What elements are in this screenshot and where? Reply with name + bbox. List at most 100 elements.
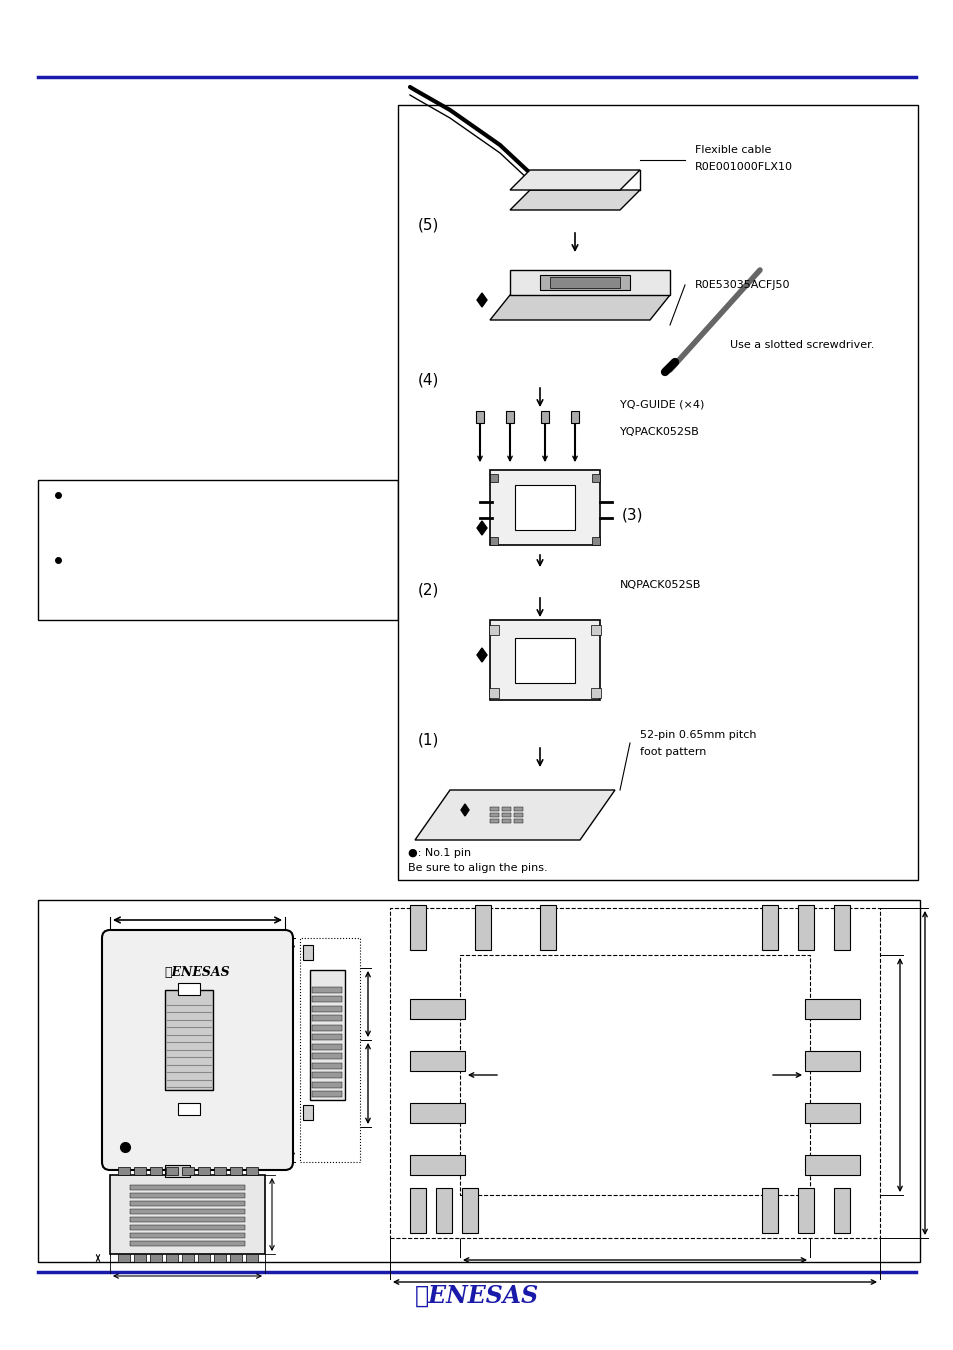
Bar	[312, 1081, 341, 1088]
Bar	[178, 1103, 200, 1115]
Bar	[797, 1188, 813, 1233]
Polygon shape	[460, 805, 469, 815]
Text: R0E53035ACFJ50: R0E53035ACFJ50	[695, 279, 790, 290]
Text: (3): (3)	[621, 508, 643, 522]
Bar	[505, 410, 514, 423]
Bar	[312, 1006, 341, 1011]
Bar	[833, 1188, 849, 1233]
FancyBboxPatch shape	[102, 930, 293, 1170]
Text: Be sure to align the pins.: Be sure to align the pins.	[408, 863, 547, 873]
Bar	[410, 904, 426, 950]
Polygon shape	[550, 277, 619, 288]
Bar	[515, 485, 575, 531]
Polygon shape	[539, 275, 629, 290]
Text: (4): (4)	[417, 373, 439, 387]
Bar	[299, 938, 359, 1162]
Bar	[312, 1062, 341, 1068]
Bar	[198, 1254, 210, 1262]
Bar	[490, 807, 498, 811]
Bar	[571, 410, 578, 423]
Bar	[165, 1165, 190, 1177]
Polygon shape	[476, 293, 486, 306]
Bar	[133, 1166, 146, 1174]
Bar	[213, 1166, 226, 1174]
Bar	[515, 639, 575, 683]
Bar	[489, 688, 498, 698]
Bar	[514, 819, 522, 823]
Bar	[312, 1025, 341, 1030]
Text: foot pattern: foot pattern	[639, 747, 705, 757]
Bar	[514, 813, 522, 817]
Polygon shape	[510, 170, 639, 190]
Bar	[118, 1166, 130, 1174]
Bar	[303, 1106, 313, 1120]
Bar	[514, 807, 522, 811]
Bar	[246, 1254, 257, 1262]
Bar	[182, 1166, 193, 1174]
Bar	[246, 1166, 257, 1174]
Bar	[310, 971, 345, 1100]
Text: 52-pin 0.65mm pitch: 52-pin 0.65mm pitch	[639, 730, 756, 740]
Text: ℜENESAS: ℜENESAS	[165, 967, 230, 980]
Bar	[475, 904, 491, 950]
Bar	[833, 904, 849, 950]
Bar	[804, 1052, 859, 1071]
Bar	[213, 1254, 226, 1262]
Bar	[165, 990, 213, 1089]
Polygon shape	[476, 648, 486, 662]
Bar	[590, 688, 600, 698]
Bar	[804, 1103, 859, 1123]
Text: Flexible cable: Flexible cable	[695, 144, 771, 155]
Bar	[312, 1015, 341, 1021]
Bar	[166, 1166, 178, 1174]
Bar	[130, 1224, 245, 1230]
Text: YQ-GUIDE (×4): YQ-GUIDE (×4)	[619, 400, 703, 410]
Bar	[539, 904, 556, 950]
Bar	[312, 1044, 341, 1049]
Bar	[804, 1156, 859, 1174]
Bar	[410, 999, 464, 1019]
Bar	[410, 1052, 464, 1071]
Bar	[312, 987, 341, 992]
Bar	[797, 904, 813, 950]
Bar	[761, 904, 778, 950]
Bar	[501, 807, 511, 811]
Bar	[490, 813, 498, 817]
Bar	[118, 1254, 130, 1262]
Bar	[490, 474, 497, 482]
Text: NQPACK052SB: NQPACK052SB	[619, 580, 700, 590]
Bar	[489, 625, 498, 634]
Bar	[230, 1166, 242, 1174]
Polygon shape	[476, 521, 486, 535]
Bar	[490, 470, 599, 545]
Bar	[130, 1216, 245, 1222]
Bar	[501, 813, 511, 817]
Bar	[461, 1188, 477, 1233]
Bar	[459, 954, 809, 1195]
Bar	[390, 909, 879, 1238]
Text: YQPACK052SB: YQPACK052SB	[619, 427, 699, 437]
Text: ●: No.1 pin: ●: No.1 pin	[408, 848, 471, 859]
Bar	[110, 1174, 265, 1254]
Bar	[38, 481, 397, 620]
Bar	[540, 410, 548, 423]
Bar	[130, 1202, 245, 1206]
Bar	[130, 1233, 245, 1238]
Bar	[490, 819, 498, 823]
Bar	[410, 1103, 464, 1123]
Text: (5): (5)	[417, 217, 439, 232]
Bar	[303, 945, 313, 960]
Bar	[130, 1185, 245, 1189]
Bar	[761, 1188, 778, 1233]
Text: (2): (2)	[417, 582, 439, 598]
Bar	[592, 537, 599, 545]
Bar	[198, 1166, 210, 1174]
Bar	[312, 1072, 341, 1079]
Bar	[312, 1034, 341, 1040]
Text: ℜENESAS: ℜENESAS	[415, 1284, 538, 1308]
Bar	[490, 620, 599, 701]
Bar	[436, 1188, 452, 1233]
Bar	[230, 1254, 242, 1262]
Bar	[182, 1254, 193, 1262]
Text: (1): (1)	[417, 733, 439, 748]
